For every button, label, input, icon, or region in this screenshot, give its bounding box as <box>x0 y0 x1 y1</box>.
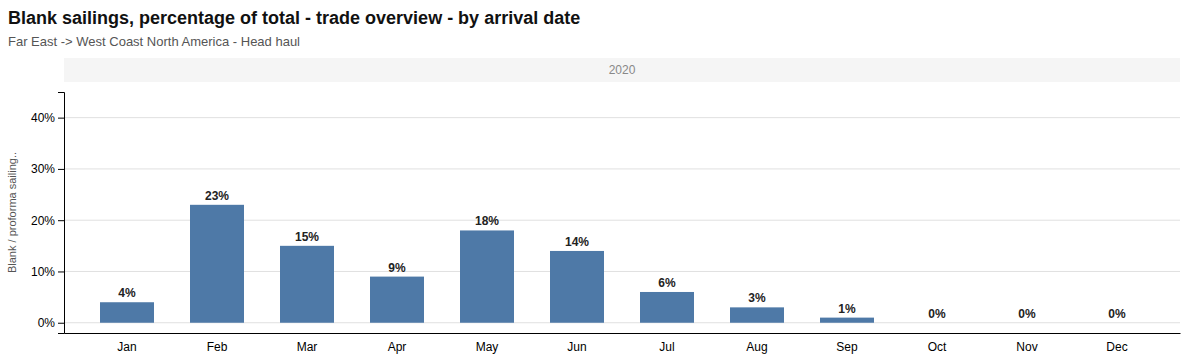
bar <box>550 251 604 323</box>
data-label: 23% <box>205 189 229 203</box>
y-tick-mark <box>58 118 64 119</box>
bar <box>280 246 334 323</box>
data-label: 0% <box>1018 307 1036 321</box>
y-tick-label: 20% <box>31 214 55 228</box>
x-tick-label: Mar <box>297 340 318 354</box>
y-tick-label: 10% <box>31 265 55 279</box>
data-label: 15% <box>295 230 319 244</box>
grid-line <box>64 168 1180 169</box>
data-label: 9% <box>388 261 406 275</box>
x-tick-label: Aug <box>746 340 767 354</box>
subtitle: Far East -> West Coast North America - H… <box>8 34 300 49</box>
x-tick-label: May <box>476 340 499 354</box>
x-tick: Sep <box>836 340 858 354</box>
data-label: 0% <box>1108 307 1126 321</box>
annotation-band <box>64 58 1180 82</box>
y-label: Blank / proforma sailing.. <box>6 152 18 273</box>
title: Blank sailings, percentage of total - tr… <box>8 8 580 28</box>
data-label: 0% <box>928 307 946 321</box>
data-label: 4% <box>118 286 136 300</box>
y-axis-line <box>58 93 65 334</box>
grid-line <box>64 117 1180 118</box>
y-tick: 10% <box>31 265 64 279</box>
bar <box>730 307 784 322</box>
x-tick-label: Jun <box>567 340 586 354</box>
chart: Blank sailings, percentage of total - tr… <box>0 0 1200 363</box>
annotation: 2020 <box>609 63 636 77</box>
bar <box>640 292 694 323</box>
x-tick: Jul <box>659 340 674 354</box>
x-axis: Jan Feb Mar Apr May Jun Jul Aug Sep Oct Nov Dec <box>65 334 1181 354</box>
bar <box>460 230 514 322</box>
data-label: 6% <box>658 276 676 290</box>
x-tick-label: Feb <box>207 340 228 354</box>
y-tick: 40% <box>31 111 64 125</box>
bar <box>910 322 964 323</box>
y-tick-mark <box>58 220 64 221</box>
y-tick-label: 0% <box>38 316 56 330</box>
x-tick-label: Jan <box>117 340 136 354</box>
y-tick-mark <box>58 271 64 272</box>
bar <box>100 302 154 323</box>
y-tick-mark <box>58 169 64 170</box>
x-tick: Mar <box>297 340 318 354</box>
plot: 4% 23% 15% 9% 18% 14% 6% 3% 1% 0% 0% 0% 0% 10% 20% 30% 4… <box>31 93 1181 354</box>
x-tick-label: Nov <box>1016 340 1037 354</box>
x-tick: Aug <box>746 340 767 354</box>
x-tick: Nov <box>1016 340 1037 354</box>
grid <box>64 118 1180 323</box>
y-tick: 20% <box>31 214 64 228</box>
data-label: 1% <box>838 302 856 316</box>
x-tick: Oct <box>928 340 947 354</box>
x-tick: Jan <box>117 340 136 354</box>
bar <box>190 205 244 323</box>
x-tick-label: Apr <box>388 340 407 354</box>
x-tick: Jun <box>567 340 586 354</box>
data-labels: 4% 23% 15% 9% 18% 14% 6% 3% 1% 0% 0% 0% <box>118 189 1126 321</box>
y-tick-mark <box>58 323 64 324</box>
y-tick-label: 30% <box>31 162 55 176</box>
data-label: 18% <box>475 214 499 228</box>
bar <box>820 318 874 323</box>
x-tick: Dec <box>1106 340 1127 354</box>
x-tick-label: Jul <box>659 340 674 354</box>
y-axis: 0% 10% 20% 30% 40% <box>31 93 65 334</box>
x-tick: Apr <box>388 340 407 354</box>
bar <box>1090 322 1144 323</box>
data-label: 3% <box>748 291 766 305</box>
bar <box>1000 322 1054 323</box>
x-tick: Feb <box>207 340 228 354</box>
data-label: 14% <box>565 235 589 249</box>
bar <box>370 277 424 323</box>
y-tick: 30% <box>31 162 64 176</box>
x-tick-label: Oct <box>928 340 947 354</box>
y-tick: 0% <box>38 316 64 330</box>
x-tick: May <box>476 340 499 354</box>
x-tick-label: Dec <box>1106 340 1127 354</box>
x-tick-label: Sep <box>836 340 858 354</box>
x-axis-line <box>65 333 1181 334</box>
bars <box>100 205 874 323</box>
y-tick-label: 40% <box>31 111 55 125</box>
